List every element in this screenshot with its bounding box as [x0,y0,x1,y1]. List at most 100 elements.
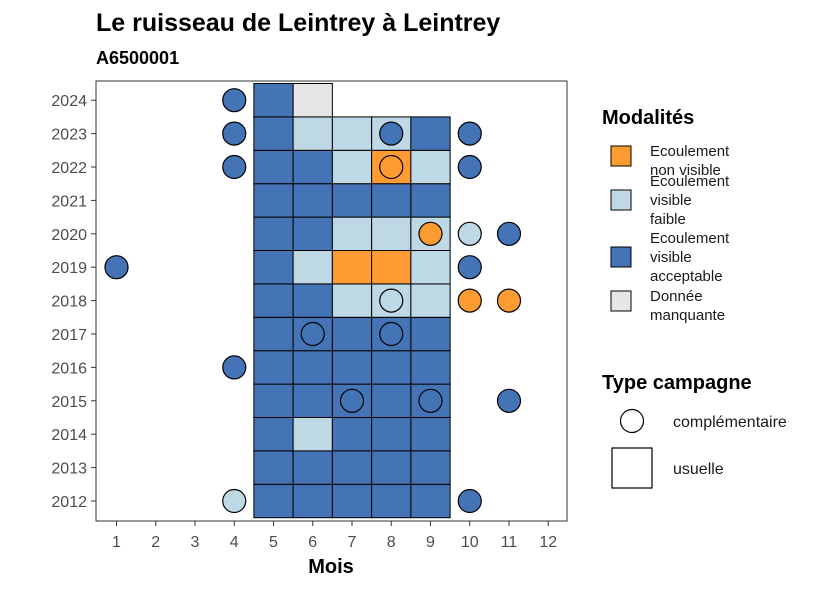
tile-2015-8 [371,383,412,419]
point-2020-10 [457,221,482,246]
tile-2018-6 [292,283,333,318]
point-2023-8 [379,121,404,146]
point-2023-10 [457,121,482,146]
legend-label: acceptable [650,268,723,285]
tile-2023-5 [253,116,294,151]
x-tick-label: 7 [348,534,357,551]
tile-2019-6 [292,250,333,285]
tile-2020-5 [253,216,294,252]
x-tick-label: 11 [501,534,518,551]
x-tick-label: 4 [230,534,239,551]
legend-label: Ecoulement [650,143,730,160]
tile-2017-5 [253,316,294,352]
y-tick-label: 2012 [51,494,87,511]
x-tick-label: 10 [461,534,479,551]
y-tick-label: 2013 [51,461,87,478]
y-tick-label: 2019 [51,260,87,277]
tile-2012-5 [253,483,294,519]
x-tick-label: 1 [112,534,121,551]
tile-2022-7 [331,149,373,185]
x-axis: 1 2 3 4 5 6 7 8 9 10 11 12 [112,521,557,551]
tile-2016-6 [292,350,333,385]
legend-item-complementaire: complémentaire [619,408,787,434]
tile-2019-7 [331,250,373,285]
y-tick-label: 2022 [51,160,87,177]
legend-label: usuelle [673,461,724,478]
legend-label: manquante [650,307,725,324]
point-2022-8 [379,154,404,180]
legend-label: visible [650,192,692,209]
legend-label: visible [650,249,692,266]
y-tick-label: 2020 [51,227,87,244]
chart-subtitle: A6500001 [96,48,179,68]
tile-2023-9 [410,116,451,151]
tile-2016-7 [331,350,373,385]
tile-2013-9 [410,450,451,485]
tile-2019-5 [253,250,294,285]
tile-2018-9 [410,283,451,318]
y-tick-label: 2017 [51,327,87,344]
tile-2013-5 [253,450,294,485]
legend-item-va: Ecoulement visible acceptable [610,230,730,285]
y-tick-label: 2018 [51,294,87,311]
tile-2014-6 [292,417,333,452]
legend-item-dm: Donnée manquante [610,288,725,324]
legend-swatch [610,189,632,211]
point-2017-8 [379,321,404,347]
tile-2022-5 [253,149,294,185]
tile-2019-9 [410,250,451,285]
y-tick-label: 2021 [51,193,87,210]
tile-2021-6 [292,183,333,218]
tile-2023-6 [292,116,333,151]
point-2022-10 [457,154,482,180]
x-tick-label: 2 [151,534,160,551]
tile-2021-9 [410,183,451,218]
legend-item-vf: Ecoulement visible faible [610,173,730,228]
point-2018-11 [496,288,522,313]
tile-2023-7 [331,116,373,151]
point-2019-10 [457,255,482,280]
tile-2014-7 [331,417,373,452]
y-tick-label: 2023 [51,127,87,144]
x-tick-label: 9 [426,534,435,551]
y-tick-label: 2014 [51,427,87,444]
x-tick-label: 8 [387,534,396,551]
chart-title: Le ruisseau de Leintrey à Leintrey [96,9,500,37]
tile-2020-8 [371,216,412,252]
point-2012-10 [457,488,482,514]
legend-label: Ecoulement [650,173,730,190]
point-2018-8 [379,288,404,313]
legend-swatch [610,246,632,268]
point-2022-4 [222,154,247,180]
complementaire-points [104,88,522,514]
x-tick-label: 12 [539,534,557,551]
y-tick-label: 2016 [51,360,87,377]
x-tick-label: 3 [191,534,200,551]
legend-item-usuelle: usuelle [611,447,724,489]
legend-swatch [610,145,632,167]
point-2020-11 [496,221,522,246]
tile-2015-5 [253,383,294,419]
legend-label: faible [650,211,686,228]
tile-2018-7 [331,283,373,318]
tile-2018-5 [253,283,294,318]
legend-circle [619,408,645,434]
tile-2012-7 [331,483,373,519]
point-2016-4 [222,355,247,380]
y-axis: 2012 2013 2014 2015 2016 2017 2018 2019 2020 2021… [51,93,96,511]
tile-2020-7 [331,216,373,252]
point-2015-7 [339,388,365,413]
tile-2014-9 [410,417,451,452]
tile-2017-7 [331,316,373,352]
legend-label: Donnée [650,288,703,305]
tile-2020-6 [292,216,333,252]
x-axis-label: Mois [308,556,354,578]
tile-2016-8 [371,350,412,385]
usuelle-tiles [253,83,451,519]
legend-label: non visible [650,162,721,179]
tile-2014-8 [371,417,412,452]
tile-2019-8 [371,250,412,285]
y-tick-label: 2015 [51,394,87,411]
point-2024-4 [222,88,247,113]
